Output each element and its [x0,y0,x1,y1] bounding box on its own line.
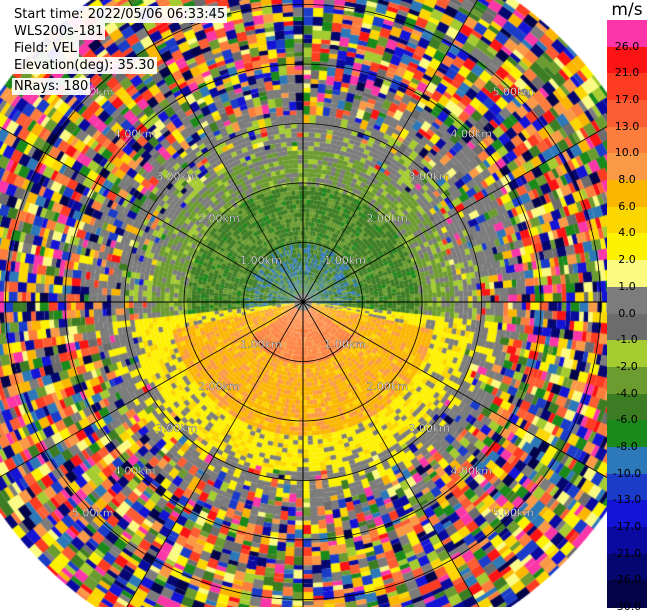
range-ring [64,63,542,541]
range-ring-label: 4.00km [114,128,156,141]
range-ring-label: 1.00km [324,338,366,351]
range-ring [183,182,423,422]
azimuth-spoke [302,301,607,478]
range-ring-label: 2.00km [366,212,408,225]
colorbar-tick-label: 26.0 [614,39,640,53]
colorbar-unit-label: m/s [611,0,643,20]
range-ring [243,242,363,362]
colorbar-swatch [607,500,647,528]
colorbar-tick-label: 17.0 [614,93,640,107]
colorbar-tick-label: 0.0 [618,306,636,320]
colorbar-tick-label: -6.0 [616,413,638,427]
azimuth-spoke [128,0,304,303]
range-ring-label: 4.00km [114,464,156,477]
colorbar-swatch [607,473,647,501]
colorbar-swatch [607,366,647,395]
range-ring-label: 1.00km [240,254,282,267]
field-label: Field: VEL [12,40,79,57]
colorbar-tick-label: -17.0 [612,519,642,533]
range-ring-label: 3.00km [408,170,450,183]
colorbar-swatch [607,206,647,235]
colorbar-tick-label: -21.0 [612,546,642,560]
velocity-colorbar: m/s 26.0 21.0 17.0 13.0 10.0 8.0 6.0 4.0 2.0 1.0 0… [607,0,647,612]
range-ring-label: 2.00km [198,212,240,225]
colorbar-swatch [607,126,647,154]
scan-info-panel: Start time: 2022/05/06 06:33:45 WLS200s-… [12,6,228,95]
colorbar-tick-label: -4.0 [616,386,638,400]
colorbar-tick-label: -26.0 [612,573,642,587]
colorbar-tick-label: -10.0 [612,466,642,480]
nrays-label: NRays: 180 [12,78,91,95]
range-ring [5,4,601,600]
colorbar-swatch [607,420,647,448]
range-ring-label: 2.00km [366,380,408,393]
azimuth-spoke [0,126,304,303]
colorbar-swatch [607,580,647,608]
range-ring [124,123,482,481]
range-ring-label: 3.00km [156,170,198,183]
colorbar-swatch [607,100,647,128]
colorbar-tick-label: 21.0 [614,66,640,80]
instrument-label: WLS200s-181 [12,23,106,40]
colorbar-tick-label: 8.0 [618,173,636,187]
colorbar-swatch [607,153,647,181]
elevation-label: Elevation(deg): 35.30 [12,57,157,74]
range-ring-label: 5.00km [72,506,114,519]
colorbar-swatch [607,46,647,74]
colorbar-swatch [607,553,647,581]
colorbar-swatch [607,313,647,341]
colorbar-tick-label: -2.0 [616,359,638,373]
colorbar-swatch [607,526,647,555]
colorbar-swatch [607,340,647,368]
colorbar-tick-label: 4.0 [618,226,636,240]
azimuth-spoke [302,301,480,607]
colorbar-tick-label: 13.0 [614,119,640,133]
azimuth-spoke [0,301,304,478]
colorbar-tick-label: 2.0 [618,253,636,267]
start-time-label: Start time: 2022/05/06 06:33:45 [12,6,228,23]
colorbar-tick-label: 1.0 [618,279,636,293]
range-ring-label: 4.00km [451,464,493,477]
colorbar-swatch [607,180,647,208]
colorbar-tick-label: -8.0 [616,439,638,453]
colorbar-tick-label: 6.0 [618,199,636,213]
range-ring-label: 1.00km [240,338,282,351]
colorbar-tick-label: 10.0 [614,146,640,160]
colorbar-tick-label: -1.0 [616,333,638,347]
range-ring-label: 4.00km [451,128,493,141]
colorbar-swatch [607,260,647,288]
azimuth-spoke [302,0,478,303]
azimuth-spoke [126,301,304,607]
colorbar-swatch [607,446,647,475]
range-ring-overlay: 1.00km 1.00km 1.00km 1.00km 2.00km 2.00km 2.00… [0,0,607,607]
range-ring-label: 5.00km [493,86,535,99]
colorbar-swatch [607,393,647,421]
colorbar-swatch [607,286,647,315]
colorbar-swatch [607,73,647,101]
azimuth-spoke [302,126,607,303]
colorbar-swatch [607,20,647,48]
colorbar-tick-label: -13.0 [612,493,642,507]
range-ring-label: 3.00km [156,422,198,435]
range-ring-label: 2.00km [198,380,240,393]
range-ring-label: 5.00km [493,506,535,519]
range-ring-label: 1.00km [324,254,366,267]
range-ring-label: 3.00km [408,422,450,435]
colorbar-swatch [607,233,647,261]
